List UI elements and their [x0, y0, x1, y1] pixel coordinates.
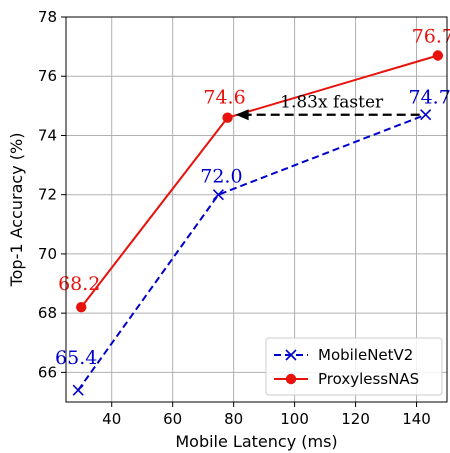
series-layer: 65.4 72.0 74.7 68.2 74.6 76.7	[55, 26, 450, 396]
legend-label: ProxylessNAS	[318, 370, 419, 388]
data-point	[212, 189, 224, 201]
x-tick-label: 120	[341, 410, 370, 428]
x-tick-label: 80	[224, 410, 243, 428]
ticks: 40 60 80 100 120 140 66 68 70 72 74 76 78	[38, 8, 431, 428]
data-label: 65.4	[55, 347, 97, 369]
legend: MobileNetV2 ProxylessNAS	[265, 337, 443, 396]
arrow-head	[235, 109, 249, 121]
series-line	[77, 113, 427, 391]
y-tick-label: 74	[38, 126, 57, 144]
legend-box	[265, 337, 443, 396]
annotation: 1.83x faster	[235, 93, 420, 121]
y-tick-label: 66	[38, 363, 57, 381]
plot-frame	[65, 16, 448, 403]
data-label: 72.0	[200, 166, 242, 188]
x-tick-label: 100	[280, 410, 309, 428]
data-label: 76.7	[412, 26, 450, 48]
x-tick-label: 40	[102, 410, 121, 428]
data-label: 68.2	[58, 273, 100, 295]
data-point	[432, 50, 444, 61]
legend-entry: ProxylessNAS	[274, 370, 419, 388]
legend-entry: MobileNetV2	[274, 346, 413, 364]
series-proxylessnas: 68.2 74.6 76.7	[58, 26, 450, 313]
y-tick-label: 76	[38, 67, 57, 85]
data-point	[420, 109, 432, 121]
x-axis-label: Mobile Latency (ms)	[175, 432, 337, 451]
data-label: 74.7	[409, 87, 450, 109]
legend-label: MobileNetV2	[318, 346, 413, 364]
legend-marker	[285, 349, 297, 361]
y-axis-label: Top-1 Accuracy (%)	[7, 133, 26, 288]
y-tick-label: 78	[38, 8, 57, 26]
y-tick-label: 72	[38, 186, 57, 204]
data-point	[72, 384, 84, 396]
legend-marker	[285, 373, 297, 385]
y-tick-label: 68	[38, 304, 57, 322]
data-label: 74.6	[203, 87, 245, 109]
annotation-layer: 1.83x faster	[235, 93, 420, 121]
x-tick-label: 60	[163, 410, 182, 428]
series-line	[80, 54, 439, 308]
y-tick-label: 70	[38, 245, 57, 263]
data-point	[222, 112, 233, 123]
data-point	[76, 302, 87, 313]
x-tick-label: 140	[402, 410, 431, 428]
annotation-text: 1.83x faster	[280, 93, 384, 113]
